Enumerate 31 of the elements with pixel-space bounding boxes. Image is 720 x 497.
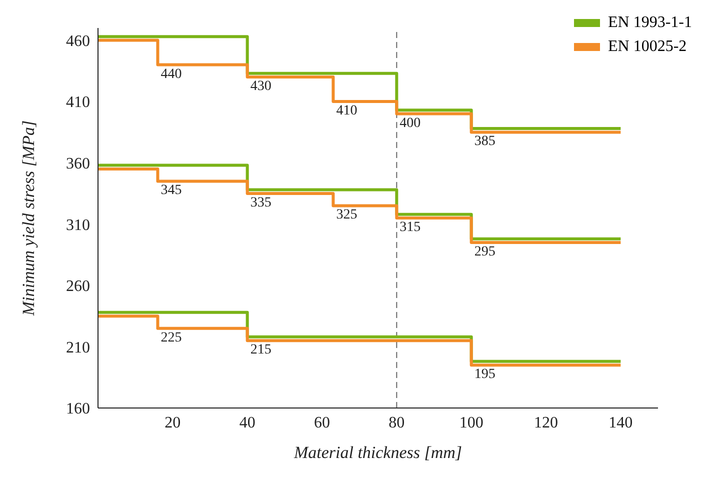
data-label: 225 (160, 330, 182, 346)
x-tick-label: 100 (459, 414, 484, 432)
y-axis-title: Minimum yield stress [MPa] (19, 120, 38, 317)
y-tick-label: 360 (66, 156, 90, 173)
data-label: 400 (400, 116, 421, 131)
y-tick-label: 310 (66, 216, 90, 234)
legend-label: EN 10025-2 (608, 38, 687, 56)
y-tick-label: 410 (66, 94, 90, 112)
x-tick-label: 120 (534, 414, 558, 432)
data-label: 295 (474, 244, 496, 260)
data-label: 385 (474, 134, 496, 150)
y-tick-label: 160 (66, 400, 90, 418)
data-label: 345 (160, 183, 182, 198)
x-tick-label: 20 (164, 414, 181, 432)
y-tick-label: 260 (66, 278, 90, 296)
data-label: 195 (474, 367, 496, 382)
legend-label: EN 1993-1-1 (608, 14, 692, 32)
y-tick-label: 460 (66, 32, 90, 50)
x-tick-label: 80 (388, 414, 405, 432)
y-tick-label: 210 (66, 339, 90, 356)
x-tick-label: 60 (314, 414, 330, 432)
data-label: 440 (160, 66, 182, 82)
x-tick-label: 40 (239, 414, 256, 432)
data-label: 335 (250, 195, 272, 210)
x-axis-title: Material thickness [mm] (292, 443, 462, 462)
data-label: 215 (250, 342, 272, 358)
data-label: 315 (400, 220, 421, 235)
data-label: 410 (336, 104, 358, 119)
x-tick-label: 140 (608, 414, 633, 432)
data-label: 430 (250, 79, 272, 94)
data-label: 325 (336, 208, 358, 223)
